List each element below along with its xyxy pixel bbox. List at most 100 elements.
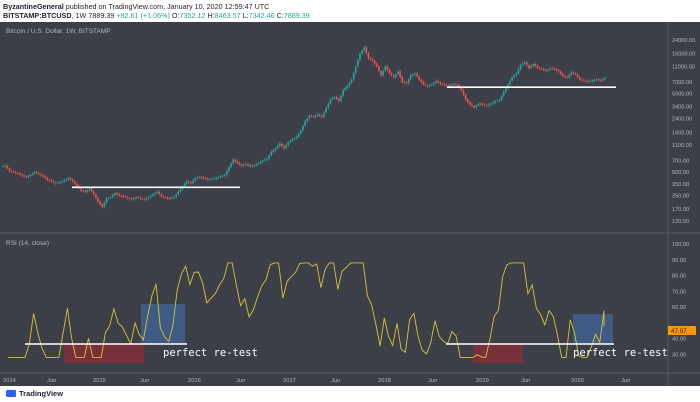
published-text: published on TradingView.com, January 10… [65,2,270,11]
candlestick-series [2,45,606,209]
rsi-current-value: 47.97 [671,328,687,335]
rsi-tick-label: 100.00 [672,242,689,248]
candle-body [439,82,442,84]
candle-body [192,180,194,184]
candle-body [274,148,277,151]
price-tick-label: 700.00 [672,159,689,165]
price-tick-label: 3400.00 [672,105,692,111]
candle-body [526,62,528,66]
candle-body [126,197,129,198]
candle-body [293,138,296,140]
candle-body [291,139,294,141]
candle-body [388,69,391,74]
candle-body [433,82,435,85]
candle-body [397,71,399,75]
candle-body [475,105,477,108]
candle-body [500,96,503,101]
candle-body [67,177,70,180]
candle-body [283,145,285,149]
candle-body [240,164,243,166]
candle-body [287,142,289,146]
candle-body [538,68,541,69]
candle-body [331,98,334,100]
candle-body [185,181,188,184]
candle-body [204,177,207,179]
rsi-current-tag [668,326,696,335]
candle-body [63,180,66,182]
symbol-name[interactable]: BITSTAMP:BTCUSD [3,11,72,20]
candle-body [10,170,13,172]
candle-body [338,99,340,102]
candle-body [414,73,416,75]
price-tick-label: 5000.00 [672,91,692,97]
candle-body [219,176,222,178]
candle-body [426,85,429,87]
candle-body [488,104,490,106]
price-tick-label: 120.00 [672,219,689,225]
candle-body [118,194,120,196]
candle-body [479,103,482,105]
candle-body [304,121,306,126]
candle-body [441,83,444,85]
candle-body [259,161,262,164]
rsi-line [8,262,605,358]
candle-body [183,183,186,187]
candle-body [109,197,112,198]
candle-body [401,76,404,82]
candle-body [139,197,142,199]
candle-body [574,73,577,75]
candle-body [424,84,427,86]
rsi-pane-title: RSI (14, close) [6,240,49,247]
candle-body [289,140,292,143]
open-value: 7352.12 [179,11,206,20]
time-axis: 2014 Jun 2015 Jun 2016 Jun 2017 Jun 2018 Jun 2019 J… [3,378,630,384]
candle-body [128,197,131,199]
candle-body [177,191,180,195]
candle-body [215,177,218,179]
candle-body [52,181,55,183]
candle-body [454,84,456,86]
candle-body [477,103,480,106]
candle-body [35,172,38,174]
candle-body [452,84,454,86]
candle-body [164,197,167,198]
candle-body [107,197,110,199]
candle-body [380,70,382,76]
candle-body [135,197,137,199]
candle-body [595,79,598,81]
candle-body [158,191,161,195]
candle-body [431,84,433,86]
price-tick-label: 11000.00 [672,64,695,70]
candle-body [532,64,535,67]
candle-body [223,174,226,176]
candle-body [371,59,374,61]
candle-body [390,73,393,76]
rsi-tick-label: 70.00 [672,289,686,295]
candle-body [587,81,589,82]
candle-body [97,198,99,202]
tradingview-logo[interactable]: TradingView [6,389,63,398]
candle-body [585,80,587,82]
time-tick-label: 2018 [378,378,391,384]
candle-body [369,58,372,60]
author-name[interactable]: ByzantineGeneral [3,2,64,11]
high-label: H: [207,11,215,20]
low-value: 7342.46 [248,11,275,20]
candle-body [90,188,93,192]
rsi-red-box-left [64,344,144,363]
candle-body [179,189,182,192]
candle-body [156,191,158,194]
candle-body [137,197,139,198]
rsi-blue-box-right [573,314,613,344]
candle-body [456,84,458,86]
candle-body [230,163,232,167]
rsi-red-box-right [473,344,523,363]
price-tick-label: 16000.00 [672,52,695,58]
candle-body [576,74,579,78]
chart-svg[interactable]: 24000.00 16000.00 11000.00 7000.00 5000.00 34… [0,22,700,386]
chart-area[interactable]: 24000.00 16000.00 11000.00 7000.00 5000.00 34… [0,22,700,386]
candle-body [365,47,368,53]
candle-body [559,71,562,74]
candle-body [42,175,44,177]
candle-body [226,170,228,175]
